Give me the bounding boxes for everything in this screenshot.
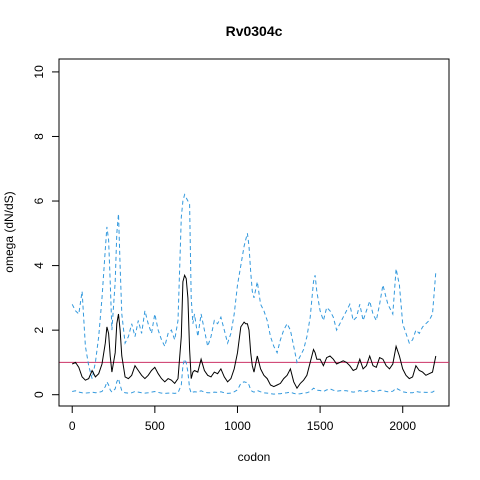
- series-line-lower: [72, 357, 437, 395]
- plot-frame: [58, 58, 450, 407]
- series-line-upper: [71, 193, 437, 379]
- series-layer: [59, 193, 449, 395]
- x-tick-label: 0: [69, 419, 76, 433]
- x-axis-label: codon: [238, 450, 271, 464]
- series-line-omega: [71, 273, 437, 390]
- y-tick-label: 0: [32, 391, 46, 398]
- y-tick-label: 6: [32, 197, 46, 204]
- chart-title: Rv0304c: [226, 23, 283, 39]
- x-tick-label: 2000: [389, 419, 416, 433]
- y-tick-label: 10: [32, 65, 46, 79]
- y-tick-label: 2: [32, 326, 46, 333]
- y-tick-label: 4: [32, 262, 46, 269]
- y-tick-label: 8: [32, 133, 46, 140]
- y-axis-label: omega (dN/dS): [2, 191, 16, 272]
- x-tick-label: 500: [145, 419, 165, 433]
- x-tick-label: 1500: [307, 419, 334, 433]
- x-tick-label: 1000: [224, 419, 251, 433]
- x-axis: 0 500 1000 1500 2000: [69, 405, 416, 433]
- y-axis: 0 2 4 6 8 10: [32, 65, 60, 398]
